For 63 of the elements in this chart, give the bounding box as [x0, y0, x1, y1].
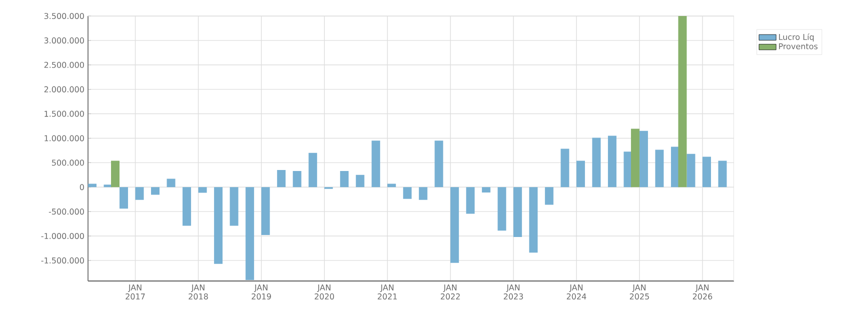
- bar: [686, 154, 696, 188]
- y-tick-label: -500.000: [48, 208, 84, 215]
- bar: [418, 187, 428, 200]
- bar: [678, 16, 687, 188]
- bar: [372, 140, 380, 188]
- bar: [166, 178, 176, 188]
- x-tick-label: JAN 2020: [314, 284, 334, 300]
- bar: [450, 187, 459, 263]
- bar: [387, 184, 396, 188]
- bar: [702, 156, 711, 188]
- y-tick-label: -1.000.000: [41, 232, 84, 240]
- bar: [560, 148, 570, 188]
- bar: [135, 187, 144, 200]
- bar: [340, 170, 349, 188]
- y-tick-label: 500.000: [52, 160, 84, 166]
- bar: [434, 140, 444, 188]
- y-tick-label: -1.500.000: [41, 257, 84, 264]
- y-tick-label: 1.000.000: [44, 135, 84, 142]
- x-tick-label: JAN 2018: [188, 284, 208, 300]
- y-tick-label: 1.500.000: [44, 110, 84, 117]
- bar: [88, 184, 97, 188]
- bar: [630, 128, 640, 188]
- x-tick-label: JAN 2026: [692, 284, 712, 300]
- bar: [639, 130, 648, 188]
- y-tick-label: 3.500.000: [44, 12, 84, 20]
- x-tick-label: JAN 2017: [126, 284, 145, 300]
- bar: [356, 174, 364, 188]
- x-tick-label: JAN 2023: [504, 284, 523, 300]
- bar: [230, 187, 238, 226]
- bar: [466, 187, 475, 214]
- x-tick-label: JAN 2025: [630, 284, 649, 300]
- bar: [498, 187, 506, 231]
- bar: [308, 152, 318, 188]
- bar: [544, 187, 554, 205]
- bar: [655, 150, 664, 188]
- y-tick-label: 2.000.000: [44, 86, 84, 92]
- bar: [214, 187, 223, 264]
- bar: [182, 187, 192, 226]
- bar: [403, 187, 412, 199]
- bar: [513, 187, 522, 237]
- y-tick-label: 2.500.000: [44, 62, 84, 68]
- bar: [111, 160, 120, 188]
- bar: [246, 187, 254, 280]
- y-tick-label: 0: [80, 184, 84, 190]
- x-tick-label: JAN 2022: [440, 284, 460, 300]
- bar: [482, 187, 490, 192]
- bar: [592, 138, 601, 188]
- bar: [576, 160, 585, 188]
- bar: [529, 187, 538, 253]
- bar: [151, 187, 160, 195]
- bar: [718, 160, 727, 188]
- bar: [120, 187, 128, 209]
- x-tick-label: JAN 2021: [378, 284, 397, 300]
- bar: [198, 187, 207, 193]
- bar: [261, 187, 270, 236]
- y-tick-label: 3.000.000: [44, 37, 84, 44]
- bar: [277, 170, 286, 188]
- bar: [292, 170, 302, 188]
- x-tick-label: JAN 2024: [566, 284, 586, 300]
- legend-label: Proventos: [779, 43, 818, 50]
- x-tick-label: JAN 2019: [252, 284, 271, 300]
- bar: [608, 136, 616, 188]
- legend-label: Lucro Líq: [779, 33, 814, 42]
